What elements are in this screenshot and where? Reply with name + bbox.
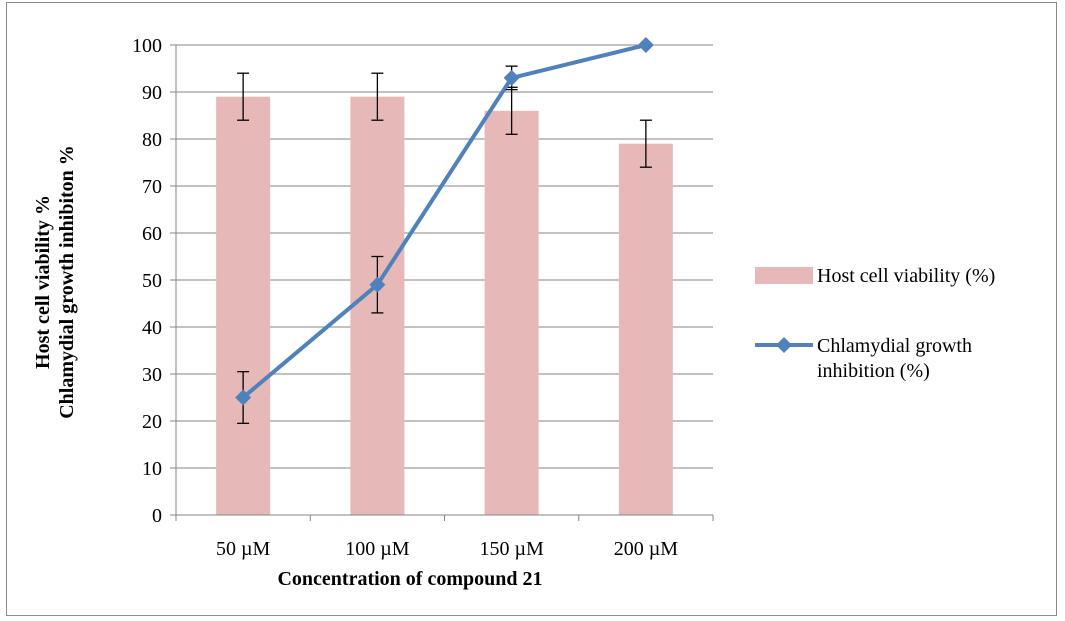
y-tick-label: 90 (142, 82, 162, 104)
x-axis-title: Concentration of compound 21 (277, 568, 542, 590)
x-tick-label: 50 µM (216, 538, 271, 560)
bar (484, 110, 539, 516)
x-tick-label: 200 µM (614, 538, 679, 560)
y-tick-labels: 0 10 20 30 40 50 60 70 80 90 100 (132, 35, 162, 527)
y-tick-label: 70 (142, 176, 162, 198)
line-marker-diamond (637, 37, 654, 53)
x-tick-labels: 50 µM 100 µM 150 µM 200 µM (216, 538, 678, 560)
y-axis-title-line-2: Chlamydial growth inhibiton % (56, 145, 78, 419)
bar-series (216, 96, 673, 516)
line-marker-diamond (235, 389, 252, 406)
line-markers (235, 37, 654, 406)
bar-error-bars (237, 72, 652, 168)
legend-swatch-host-cell-viability (755, 267, 813, 284)
y-tick-label: 80 (142, 129, 162, 151)
legend: Host cell viability (%) Chlamydial growt… (755, 265, 995, 382)
legend-label-host-cell-viability: Host cell viability (%) (817, 265, 995, 287)
legend-label-chlamydial-growth-inhibition: Chlamydial growth inhibition (%) (817, 335, 972, 382)
y-tick-label: 10 (142, 458, 162, 480)
line-marker-diamond (369, 276, 386, 293)
y-tick-label: 100 (132, 35, 162, 57)
x-tick-label: 100 µM (345, 538, 410, 560)
y-tick-label: 30 (142, 364, 162, 386)
y-axis-title-line-1: Host cell viability % (32, 195, 54, 369)
line-series (241, 43, 647, 400)
y-tick-label: 20 (142, 411, 162, 433)
x-tick-label: 150 µM (479, 538, 544, 560)
y-tick-label: 40 (142, 317, 162, 339)
bar (216, 96, 271, 515)
y-tick-label: 60 (142, 223, 162, 245)
axes (170, 44, 714, 521)
y-tick-label: 0 (152, 505, 162, 527)
bar (618, 143, 673, 515)
line-marker-diamond (503, 69, 520, 86)
legend-marker-diamond-icon (776, 337, 792, 353)
line-path (241, 43, 647, 400)
chart: 0 10 20 30 40 50 60 70 80 90 100 50 µM 100 µM 150 µM… (32, 35, 995, 590)
chart-frame: 0 10 20 30 40 50 60 70 80 90 100 50 µM 100 µM 150 µM… (6, 2, 1057, 616)
y-tick-label: 50 (142, 270, 162, 292)
